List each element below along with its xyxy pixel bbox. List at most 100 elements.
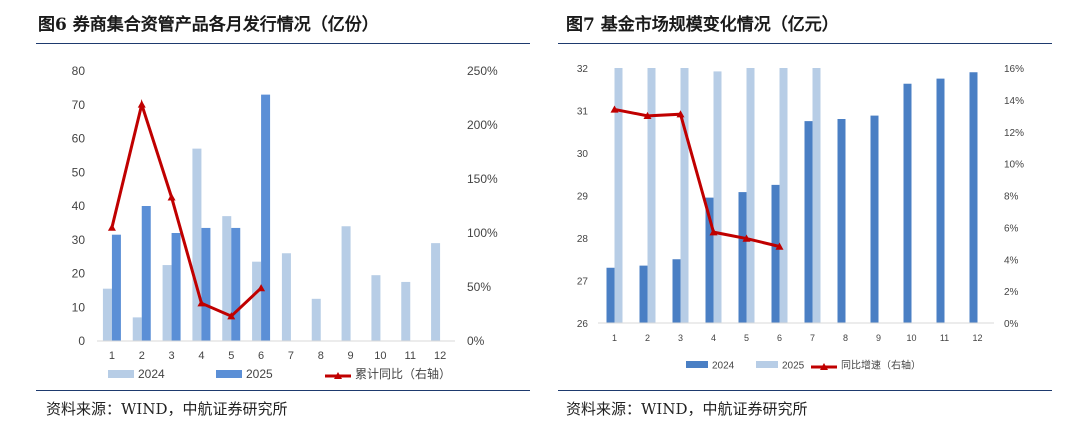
fig7-bar-2024-9 — [870, 115, 879, 323]
fig7-bar-2025-7 — [812, 68, 821, 323]
fig6-x-tick-label: 2 — [139, 350, 145, 362]
fig6-bar-2024-12 — [431, 243, 441, 341]
fig7-y-tick-label: 32 — [577, 64, 589, 75]
figure-6-top-rule — [36, 43, 530, 44]
fig6-line-series — [110, 98, 263, 318]
fig6-bar-2024-1 — [102, 288, 112, 341]
fig6-bar-2025-2 — [141, 206, 151, 341]
fig6-y2-tick-label: 250% — [467, 64, 498, 78]
fig6-bar-2024-5 — [222, 216, 232, 341]
fig6-line-point-2 — [137, 100, 146, 108]
fig6-bar-2024-7 — [281, 253, 291, 341]
fig7-legend-label-2025: 2025 — [782, 361, 805, 372]
fig6-x-tick-label: 6 — [258, 350, 264, 362]
fig6-x-tick-label: 1 — [109, 350, 115, 362]
fig7-bar-2025-3 — [680, 68, 689, 323]
fig7-legend-marker-line — [820, 363, 828, 370]
fig7-x-tick-label: 12 — [972, 333, 982, 343]
fig6-line-point-3 — [167, 193, 176, 201]
fig6-x-tick-label: 5 — [228, 350, 234, 362]
fig7-bar-2025-2 — [647, 68, 656, 323]
fig7-line-point-3 — [676, 110, 685, 118]
fig7-line-series — [614, 107, 780, 248]
fig7-y-tick-label: 27 — [577, 277, 589, 288]
fig7-y2-tick-label: 0% — [1004, 319, 1019, 330]
fig6-y-tick-label: 20 — [72, 267, 86, 281]
fig6-bar-2025-3 — [171, 233, 181, 341]
fig6-x-tick-label: 3 — [169, 350, 175, 362]
fig6-legend-marker-line — [334, 372, 342, 379]
fig6-bar-2025-4 — [201, 227, 211, 341]
fig7-bar-2024-11 — [936, 78, 945, 323]
fig6-x-tick-label: 12 — [434, 350, 446, 362]
figure-6-title: 图6 券商集合资管产品各月发行情况（亿份） — [38, 15, 379, 35]
fig6-y-tick-label: 60 — [72, 132, 86, 146]
fig7-y2-tick-label: 10% — [1004, 160, 1024, 171]
fig7-y2-tick-label: 6% — [1004, 223, 1019, 234]
fig7-line-point-2 — [643, 111, 652, 120]
fig6-y2-tick-label: 100% — [467, 226, 498, 240]
fig6-bar-2025-5 — [231, 227, 241, 341]
fig7-y2-tick-label: 4% — [1004, 255, 1019, 266]
fig7-line-point-6 — [775, 242, 784, 250]
fig7-y2-tick-label: 8% — [1004, 192, 1019, 203]
figure-6-source: 资料来源：WIND，中航证券研究所 — [46, 400, 288, 418]
fig6-x-tick-label: 11 — [405, 350, 416, 362]
fig7-y2-tick-label: 16% — [1004, 64, 1024, 75]
fig6-y-tick-label: 0 — [78, 334, 85, 348]
fig6-legend-label-2024: 2024 — [138, 367, 165, 381]
fig7-line-point-5 — [742, 234, 751, 242]
fig7-x-tick-label: 10 — [906, 333, 916, 343]
fig6-bar-2025-6 — [261, 94, 271, 341]
fig7-bar-2025-4 — [713, 71, 722, 324]
fig7-bar-2024-1 — [606, 267, 615, 323]
fig6-y-tick-label: 50 — [72, 165, 86, 179]
fig7-bar-2024-10 — [903, 83, 912, 323]
fig7-y-tick-label: 29 — [577, 192, 589, 203]
fig6-y2-tick-label: 0% — [467, 334, 485, 348]
fig7-legend-label-2024: 2024 — [712, 361, 735, 372]
figure-7-title: 图7 基金市场规模变化情况（亿元） — [566, 15, 839, 35]
fig7-x-tick-label: 3 — [678, 333, 683, 343]
fig7-bar-2024-2 — [639, 265, 648, 323]
fig6-legend-label-2025: 2025 — [246, 367, 273, 381]
fig7-x-tick-label: 11 — [940, 333, 949, 343]
fig7-line-point-4 — [709, 228, 718, 236]
fig6-legend-label-line: 累计同比（右轴） — [355, 366, 451, 381]
fig7-y-tick-label: 28 — [577, 234, 589, 245]
fig7-y-tick-label: 31 — [577, 107, 589, 118]
fig6-y2-tick-label: 50% — [467, 280, 491, 294]
fig7-line-point-1 — [610, 105, 619, 113]
fig7-legend-swatch-2024 — [686, 361, 708, 368]
fig6-y-tick-label: 40 — [72, 199, 86, 213]
fig7-legend-label-line: 同比增速（右轴） — [841, 359, 921, 372]
fig6-x-tick-label: 4 — [198, 350, 204, 362]
fig6-line-point-6 — [257, 284, 266, 292]
fig7-y-tick-label: 30 — [577, 149, 589, 160]
fig7-bar-2024-6 — [771, 184, 780, 323]
fig7-bar-2025-5 — [746, 68, 755, 323]
fig6-y2-tick-label: 200% — [467, 118, 498, 132]
fig7-x-tick-label: 8 — [843, 333, 848, 343]
fig7-bar-2025-6 — [779, 68, 788, 323]
fig6-y-tick-label: 10 — [72, 300, 86, 314]
fig6-x-tick-label: 10 — [374, 350, 386, 362]
fig6-legend-swatch-2025 — [216, 370, 242, 378]
figure-7-bottom-rule — [558, 390, 1052, 391]
fig7-bar-2024-5 — [738, 192, 747, 323]
fig7-bar-2024-7 — [804, 121, 813, 323]
fig7-y2-tick-label: 12% — [1004, 128, 1024, 139]
fig7-y2-tick-label: 14% — [1004, 96, 1024, 107]
fig7-x-tick-label: 6 — [777, 333, 782, 343]
fig7-y2-tick-label: 2% — [1004, 287, 1019, 298]
figure-7-source: 资料来源：WIND，中航证券研究所 — [566, 400, 808, 418]
fig6-x-tick-label: 8 — [318, 350, 324, 362]
fig6-bar-2024-9 — [341, 226, 351, 341]
fig6-bar-2025-1 — [111, 234, 121, 341]
fig6-legend-swatch-2024 — [108, 370, 134, 378]
fig6-bar-2024-3 — [162, 265, 172, 341]
figure-6-panel: 图6 券商集合资管产品各月发行情况（亿份） 0 10 20 30 40 50 60 70 80 0… — [0, 0, 536, 435]
fig6-bar-2024-2 — [132, 317, 142, 341]
